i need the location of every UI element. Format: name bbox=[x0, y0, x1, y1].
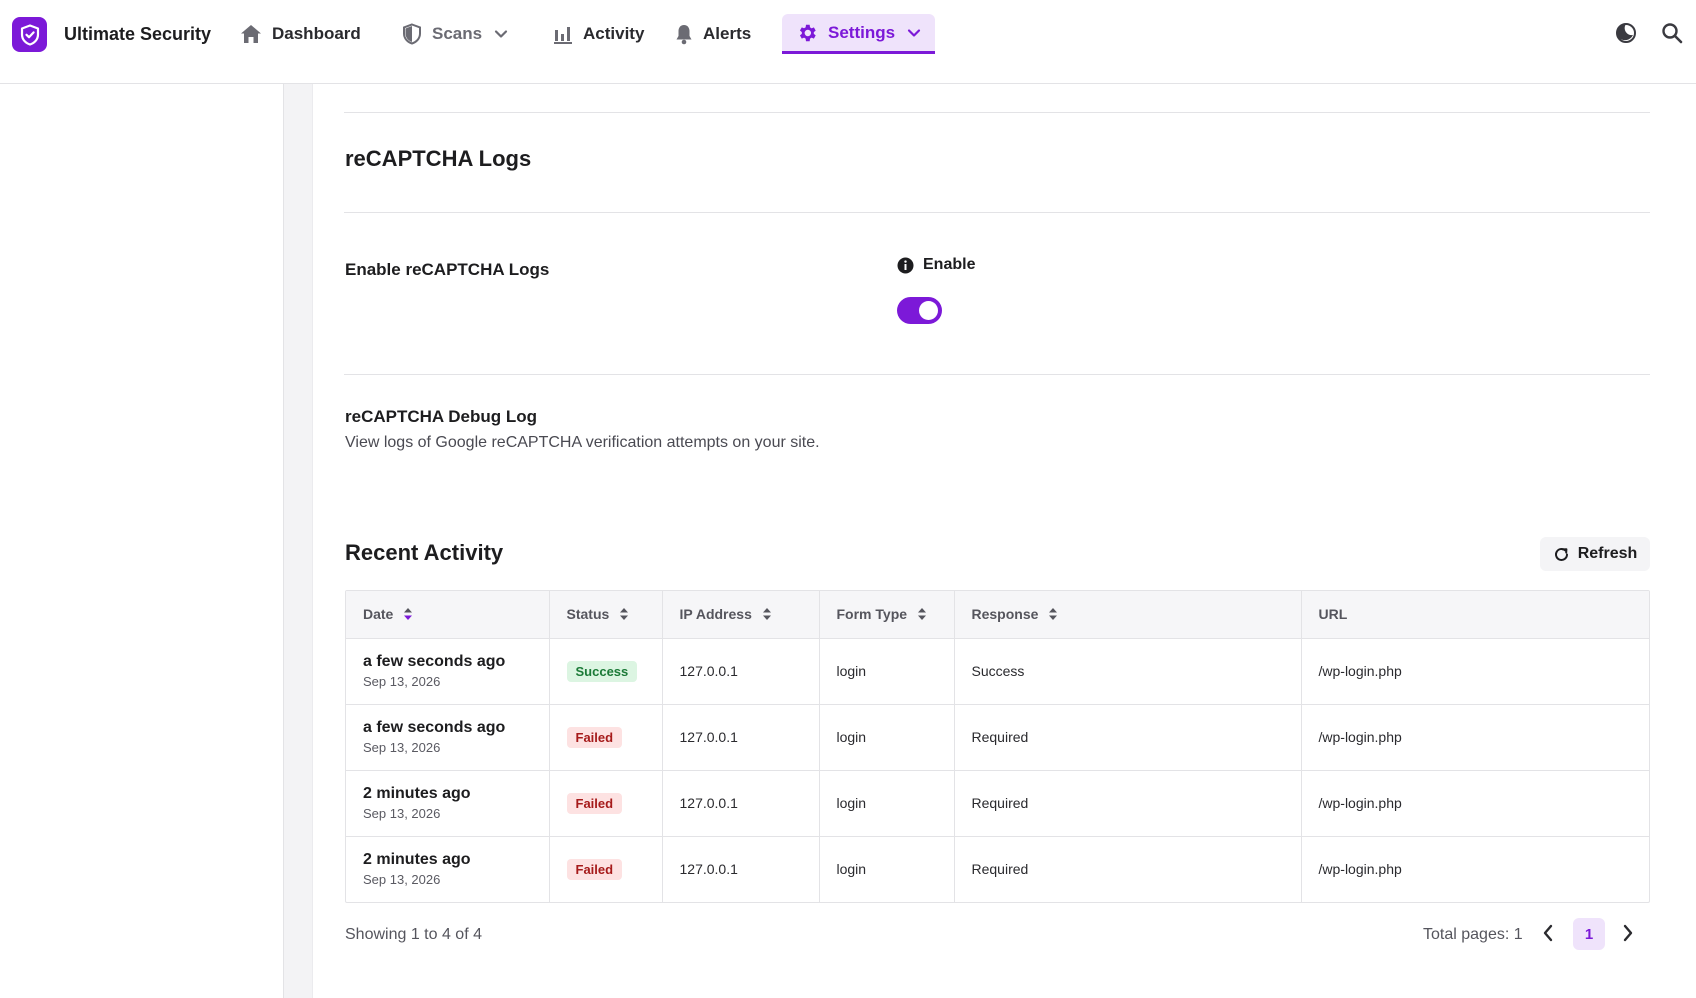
shield-icon bbox=[402, 23, 422, 45]
column-header-status[interactable]: Status bbox=[549, 591, 663, 639]
date-cell: 2 minutes ago Sep 13, 2026 bbox=[346, 770, 550, 837]
response-cell: Required bbox=[954, 704, 1302, 771]
bar-chart-icon bbox=[553, 24, 573, 44]
nav-settings-label: Settings bbox=[828, 22, 896, 42]
gear-icon bbox=[796, 22, 818, 44]
sort-icon bbox=[1048, 607, 1058, 621]
status-cell: Failed bbox=[549, 770, 663, 837]
divider bbox=[344, 112, 1650, 113]
url-cell: /wp-login.php bbox=[1318, 861, 1402, 878]
sort-icon bbox=[917, 607, 927, 621]
url-cell: /wp-login.php bbox=[1301, 704, 1649, 771]
url-cell: /wp-login.php bbox=[1301, 770, 1649, 837]
form-type-cell: login bbox=[819, 770, 955, 837]
bell-icon bbox=[675, 24, 693, 45]
relative-date: 2 minutes ago bbox=[363, 851, 471, 869]
column-header-ip-address[interactable]: IP Address bbox=[662, 591, 820, 639]
status-cell: Success bbox=[549, 638, 663, 705]
date-cell: a few seconds ago Sep 13, 2026 bbox=[346, 704, 550, 771]
info-icon[interactable] bbox=[897, 257, 914, 274]
theme-toggle-icon[interactable] bbox=[1615, 22, 1637, 44]
status-cell: Failed bbox=[549, 836, 663, 902]
toggle-knob bbox=[919, 301, 938, 320]
absolute-date: Sep 13, 2026 bbox=[363, 674, 441, 689]
search-icon[interactable] bbox=[1661, 22, 1683, 44]
divider bbox=[344, 374, 1650, 375]
status-badge: Failed bbox=[566, 726, 623, 748]
relative-date: 2 minutes ago bbox=[363, 785, 471, 802]
divider bbox=[344, 212, 1650, 213]
shield-check-logo-icon bbox=[12, 17, 47, 52]
enable-logs-toggle[interactable] bbox=[897, 297, 942, 324]
nav-alerts-label: Alerts bbox=[703, 24, 752, 43]
ip-cell: 127.0.0.1 bbox=[662, 704, 820, 771]
date-cell: 2 minutes ago Sep 13, 2026 bbox=[346, 836, 550, 902]
left-sidebar bbox=[0, 84, 284, 998]
brand[interactable]: Ultimate Security bbox=[12, 17, 211, 52]
response-cell: Success bbox=[954, 638, 1302, 705]
column-header-form-type[interactable]: Form Type bbox=[819, 591, 955, 639]
table-header-row: Date Status IP Address Form Type Respons… bbox=[346, 591, 1649, 639]
table-row: a few seconds ago Sep 13, 2026 Success 12… bbox=[346, 638, 1649, 705]
status-badge: Failed bbox=[566, 858, 623, 880]
sort-icon bbox=[619, 607, 629, 621]
chevron-down-icon bbox=[494, 29, 508, 39]
top-navigation-bar: Ultimate Security Dashboard Scans Activi… bbox=[0, 0, 1696, 84]
column-header-url: URL bbox=[1301, 591, 1649, 639]
pagination-summary: Showing 1 to 4 of 4 bbox=[345, 926, 482, 943]
nav-alerts[interactable]: Alerts bbox=[675, 14, 751, 54]
ip-cell: 127.0.0.1 bbox=[662, 638, 820, 705]
absolute-date: Sep 13, 2026 bbox=[363, 740, 441, 755]
nav-scans-label: Scans bbox=[432, 24, 483, 43]
form-type-cell: login bbox=[819, 704, 955, 771]
enable-row: Enable bbox=[897, 256, 975, 274]
nav-dashboard[interactable]: Dashboard bbox=[240, 14, 361, 54]
table-row: 2 minutes ago Sep 13, 2026 Failed 127.0.0… bbox=[346, 836, 1649, 902]
nav-settings[interactable]: Settings bbox=[782, 14, 936, 54]
form-type-cell: login bbox=[819, 638, 955, 705]
url-cell: /wp-login.php bbox=[1301, 638, 1649, 705]
total-pages: Total pages: 1 bbox=[1423, 926, 1523, 943]
date-cell: a few seconds ago Sep 13, 2026 bbox=[346, 638, 550, 705]
response-cell: Required bbox=[954, 836, 1302, 902]
toggle-label: Enable bbox=[923, 256, 976, 273]
nav-scans[interactable]: Scans bbox=[402, 14, 508, 54]
brand-name: Ultimate Security bbox=[64, 24, 212, 44]
page-button-current[interactable]: 1 bbox=[1573, 918, 1605, 950]
recent-activity-title: Recent Activity bbox=[345, 540, 504, 565]
refresh-button[interactable]: Refresh bbox=[1540, 537, 1650, 571]
chevron-right-icon[interactable] bbox=[1621, 923, 1635, 943]
response-cell: Required bbox=[954, 770, 1302, 837]
column-header-date[interactable]: Date bbox=[346, 591, 550, 639]
home-icon bbox=[240, 24, 262, 44]
status-badge: Success bbox=[566, 660, 638, 682]
sort-active-icon bbox=[403, 607, 413, 621]
debug-log-title: reCAPTCHA Debug Log bbox=[345, 407, 538, 426]
table-row: 2 minutes ago Sep 13, 2026 Failed 127.0.0… bbox=[346, 770, 1649, 837]
nav-dashboard-label: Dashboard bbox=[272, 24, 361, 43]
recent-activity-table: Date Status IP Address Form Type Respons… bbox=[345, 590, 1650, 903]
enable-recaptcha-logs-label: Enable reCAPTCHA Logs bbox=[345, 260, 550, 279]
absolute-date: Sep 13, 2026 bbox=[363, 806, 441, 821]
absolute-date: Sep 13, 2026 bbox=[363, 872, 441, 888]
chevron-left-icon[interactable] bbox=[1541, 923, 1555, 943]
form-type-cell: login bbox=[819, 836, 955, 902]
status-cell: Failed bbox=[549, 704, 663, 771]
section-title: reCAPTCHA Logs bbox=[345, 146, 532, 171]
nav-activity-label: Activity bbox=[583, 24, 645, 43]
table-row: a few seconds ago Sep 13, 2026 Failed 127… bbox=[346, 704, 1649, 771]
relative-date: a few seconds ago bbox=[363, 653, 506, 670]
refresh-label: Refresh bbox=[1577, 545, 1638, 562]
ip-cell: 127.0.0.1 bbox=[662, 770, 820, 837]
ip-cell: 127.0.0.1 bbox=[662, 836, 820, 902]
debug-log-description: View logs of Google reCAPTCHA verificati… bbox=[345, 434, 820, 451]
status-badge: Failed bbox=[566, 792, 623, 814]
column-header-response[interactable]: Response bbox=[954, 591, 1302, 639]
chevron-down-icon bbox=[907, 28, 921, 38]
refresh-icon bbox=[1553, 546, 1570, 563]
relative-date: a few seconds ago bbox=[363, 719, 506, 736]
sort-icon bbox=[762, 607, 772, 621]
nav-activity[interactable]: Activity bbox=[553, 14, 644, 54]
